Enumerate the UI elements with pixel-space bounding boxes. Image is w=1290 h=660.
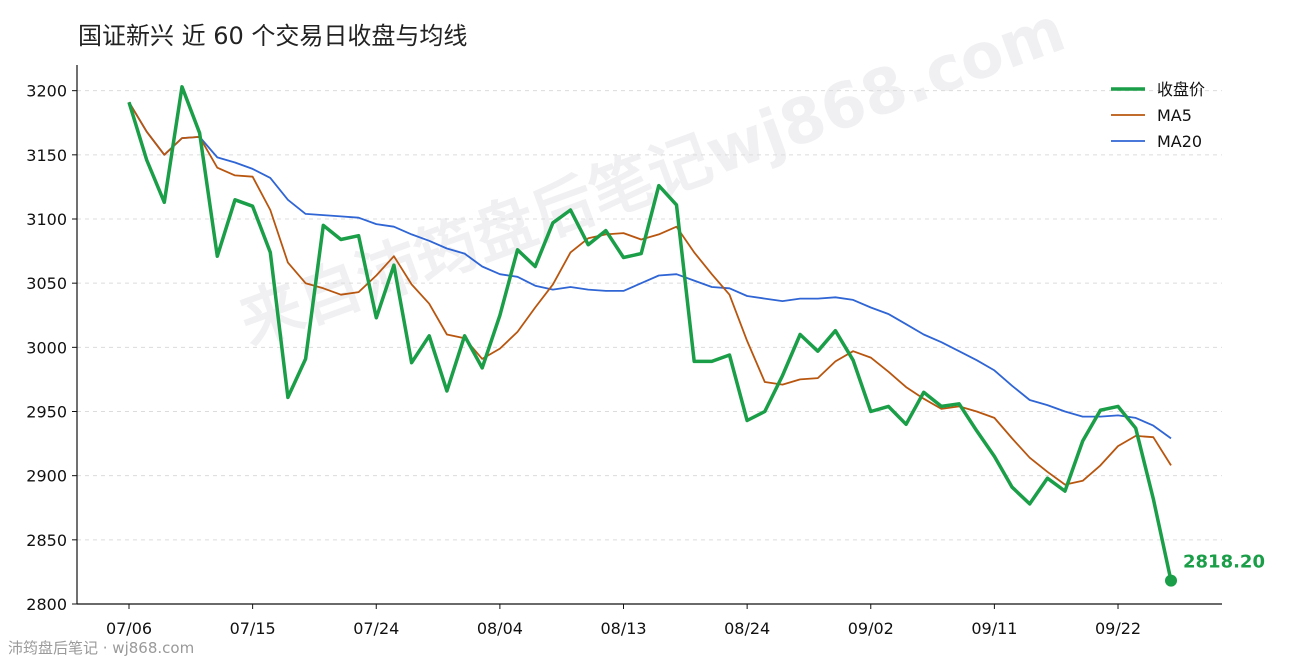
- x-tick-label: 09/22: [1095, 619, 1141, 638]
- x-tick-label: 09/11: [971, 619, 1017, 638]
- last-point-marker: [1165, 574, 1177, 587]
- chart-title: 国证新兴 近 60 个交易日收盘与均线: [78, 22, 467, 50]
- legend: 收盘价 MA5 MA20: [1111, 80, 1205, 151]
- y-tick-label: 2900: [26, 467, 67, 486]
- footer-credit: 沛筠盘后笔记 · wj868.com: [8, 639, 194, 657]
- series-line-ma20: [128, 101, 1172, 440]
- watermark-group: 来自沛筠盘后笔记wj868.com: [230, 0, 1074, 359]
- gridlines: [77, 90, 1222, 541]
- y-tick-label: 2950: [26, 403, 67, 422]
- axes: 2800 2850 2900 2950 3000 3050 3100 3150 3200 07/0…: [26, 65, 1222, 638]
- x-tick-label: 07/06: [106, 619, 152, 638]
- x-tick-label: 08/24: [724, 619, 770, 638]
- x-tick-label: 08/04: [477, 619, 523, 638]
- legend-label: MA5: [1157, 106, 1192, 125]
- watermark: 来自沛筠盘后笔记wj868.com: [230, 0, 1074, 359]
- series-line-close: [127, 85, 1173, 581]
- y-tick-label: 3100: [26, 210, 67, 229]
- y-tick-label: 3150: [26, 146, 67, 165]
- legend-label: 收盘价: [1157, 80, 1205, 99]
- x-tick-label: 07/15: [230, 619, 276, 638]
- x-tick-label: 07/24: [353, 619, 399, 638]
- y-tick-label: 3050: [26, 274, 67, 293]
- y-tick-label: 3000: [26, 338, 67, 357]
- y-tick-label: 2850: [26, 531, 67, 550]
- series-line-ma5: [128, 101, 1172, 486]
- series-lines: 2818.20: [127, 85, 1265, 587]
- last-value-label: 2818.20: [1183, 552, 1265, 573]
- x-tick-label: 08/13: [600, 619, 646, 638]
- legend-label: MA20: [1157, 132, 1202, 151]
- y-tick-label: 2800: [26, 595, 67, 614]
- x-tick-label: 09/02: [848, 619, 894, 638]
- y-tick-label: 3200: [26, 82, 67, 101]
